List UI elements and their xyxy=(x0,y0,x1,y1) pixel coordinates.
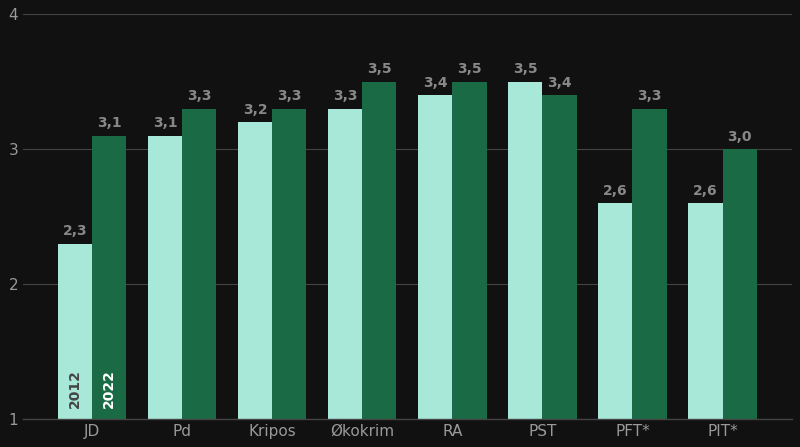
Bar xyxy=(148,136,182,419)
Bar xyxy=(418,95,452,419)
Text: 3,5: 3,5 xyxy=(367,62,392,76)
Bar xyxy=(452,82,486,419)
Bar xyxy=(238,122,272,419)
Text: 3,3: 3,3 xyxy=(187,89,211,103)
Bar xyxy=(328,109,362,419)
Text: 3,0: 3,0 xyxy=(727,130,752,144)
Text: 3,1: 3,1 xyxy=(153,116,178,130)
Bar xyxy=(92,136,126,419)
Text: 3,3: 3,3 xyxy=(638,89,662,103)
Text: 2,6: 2,6 xyxy=(693,184,718,198)
Text: 3,4: 3,4 xyxy=(423,76,447,90)
Text: 3,2: 3,2 xyxy=(242,103,267,117)
Bar xyxy=(58,244,92,419)
Bar xyxy=(688,203,722,419)
Bar xyxy=(598,203,633,419)
Text: 2,6: 2,6 xyxy=(603,184,628,198)
Text: 2012: 2012 xyxy=(68,369,82,408)
Bar xyxy=(542,95,577,419)
Text: 2,3: 2,3 xyxy=(62,224,87,238)
Bar xyxy=(362,82,397,419)
Bar xyxy=(508,82,542,419)
Text: 3,1: 3,1 xyxy=(97,116,122,130)
Bar xyxy=(722,149,757,419)
Bar xyxy=(633,109,666,419)
Bar xyxy=(182,109,216,419)
Text: 3,5: 3,5 xyxy=(457,62,482,76)
Text: 3,5: 3,5 xyxy=(513,62,538,76)
Text: 3,3: 3,3 xyxy=(333,89,358,103)
Bar xyxy=(272,109,306,419)
Text: 2022: 2022 xyxy=(102,369,116,408)
Text: 3,3: 3,3 xyxy=(277,89,302,103)
Text: 3,4: 3,4 xyxy=(547,76,572,90)
